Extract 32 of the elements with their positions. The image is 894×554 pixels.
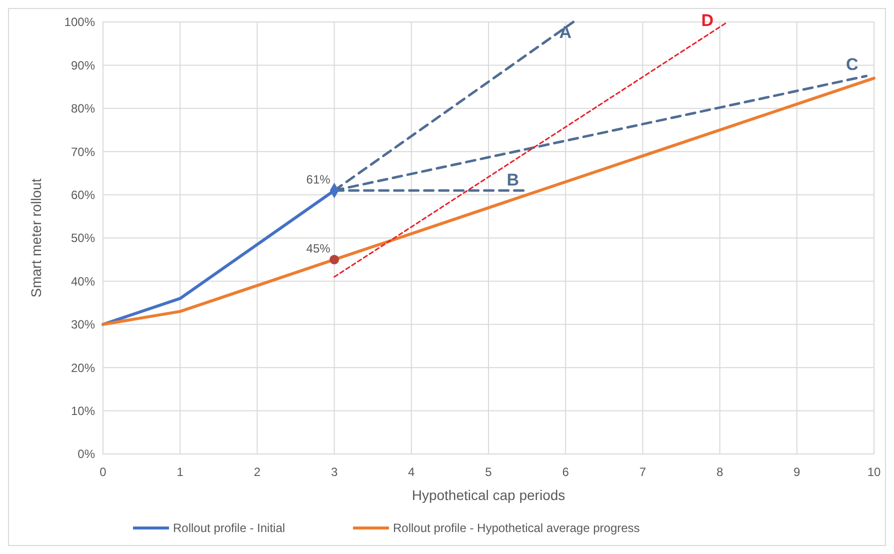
y-tick-label: 40%	[70, 274, 96, 288]
x-tick-label: 3	[330, 465, 338, 479]
y-tick-label: 20%	[70, 360, 96, 375]
y-tick-label: 90%	[70, 58, 96, 72]
y-tick-label: 70%	[70, 144, 96, 159]
series-label: B	[506, 170, 520, 190]
x-tick-label: 5	[485, 465, 492, 479]
y-tick-label: 0%	[78, 447, 96, 462]
x-tick-label: 9	[794, 465, 801, 479]
y-axis-title: Smart meter rollout	[28, 178, 44, 298]
x-tick-label: 4	[408, 465, 416, 479]
x-tick-label: 2	[254, 465, 261, 479]
y-tick-label: 10%	[70, 404, 96, 418]
x-tick-label: 0	[100, 465, 107, 479]
y-tick-label: 30%	[70, 318, 96, 332]
series-label: C	[846, 55, 858, 74]
y-tick-label: 60%	[70, 188, 96, 202]
y-tick-label: 50%	[70, 231, 96, 246]
series-label: D	[701, 11, 714, 30]
legend-label: Rollout profile - Hypothetical average progress	[393, 521, 640, 536]
x-axis-title: Hypothetical cap periods	[412, 487, 566, 503]
x-tick-label: 8	[716, 465, 724, 479]
legend-label: Rollout profile - Initial	[173, 521, 286, 536]
x-tick-label: 1	[176, 465, 184, 479]
data-label: 45%	[306, 242, 331, 256]
x-tick-label: 7	[639, 465, 646, 479]
series-label: A	[559, 23, 572, 42]
x-tick-label: 6	[562, 465, 570, 479]
y-tick-label: 80%	[70, 102, 96, 116]
y-tick-label: 100%	[64, 15, 96, 30]
data-label: 61%	[306, 172, 331, 186]
x-tick-label: 10	[867, 465, 881, 479]
